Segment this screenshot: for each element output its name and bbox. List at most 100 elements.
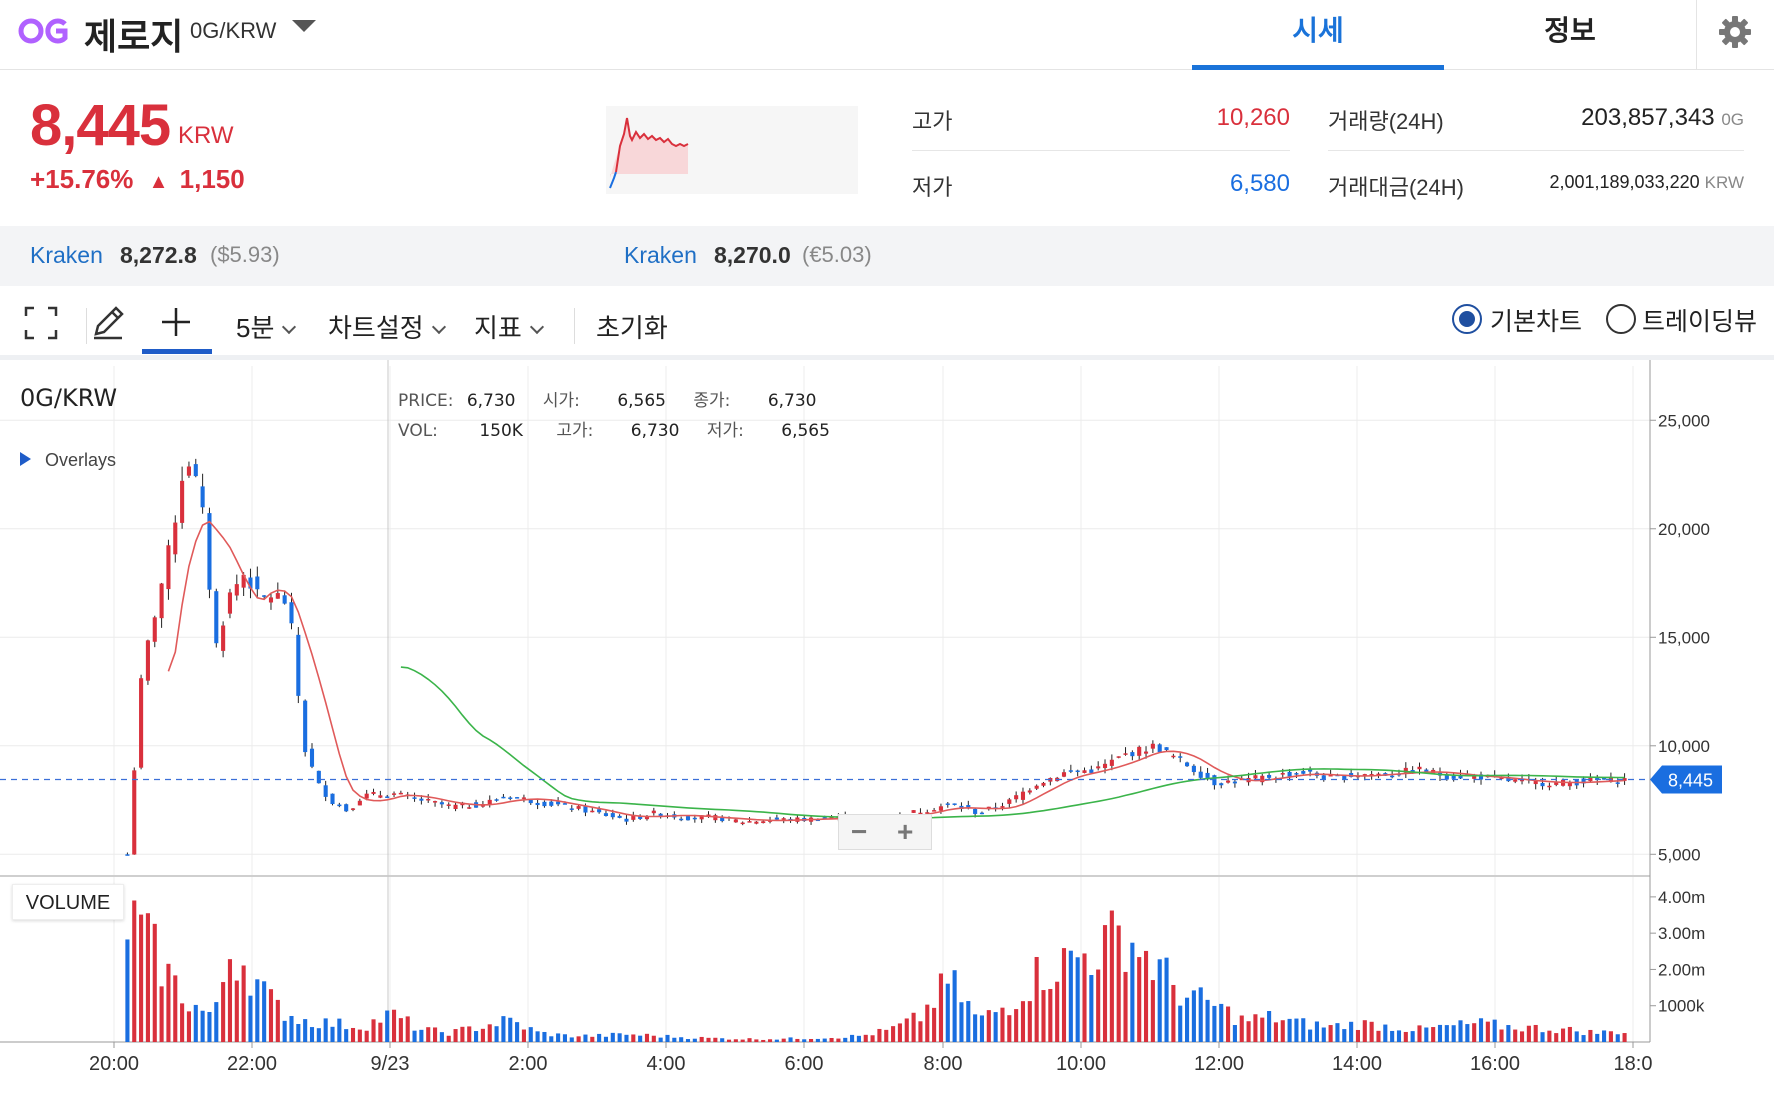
volume-bar — [856, 1035, 861, 1042]
tab-info[interactable]: 정보 — [1544, 15, 1596, 46]
legend-high-label: 고가: — [556, 421, 594, 441]
stat-divider — [1328, 150, 1744, 151]
high-value: 10,260 — [1216, 104, 1290, 131]
chart-settings-dropdown[interactable]: 차트설정 — [328, 308, 446, 345]
volume-bar — [1294, 1018, 1299, 1042]
candle-body — [1458, 775, 1463, 779]
indicators-dropdown[interactable]: 지표 — [474, 308, 544, 345]
volume-bar — [740, 1039, 745, 1042]
volume-unit: 0G — [1721, 110, 1744, 129]
reset-button[interactable]: 초기화 — [596, 313, 668, 343]
volume-bar — [672, 1037, 677, 1042]
time-axis-tick-label: 16:00 — [1470, 1053, 1520, 1075]
candle-body — [1472, 775, 1477, 779]
radio-basic-chart[interactable] — [1452, 304, 1482, 334]
volume-bar — [638, 1035, 643, 1042]
tab-quote[interactable]: 시세 — [1192, 0, 1444, 70]
radio-tradingview-label[interactable]: 트레이딩뷰 — [1642, 308, 1758, 336]
volume-bar — [337, 1018, 342, 1042]
volume-bar — [282, 1020, 287, 1042]
candle-body — [1034, 785, 1039, 789]
volume-bar — [371, 1019, 376, 1042]
coin-name: 제로지 — [84, 16, 184, 57]
volume-24h-value: 203,857,343 — [1581, 104, 1715, 131]
price-axis-tick-label: 20,000 — [1658, 520, 1710, 539]
volume-bar — [1027, 1001, 1032, 1042]
price-chart[interactable]: 25,000 20,000 15,000 10,000 5,000 4.00m 3.00m 2… — [0, 360, 1774, 1098]
volume-bar — [904, 1018, 909, 1042]
candle-body — [658, 813, 663, 817]
volume-bar — [1226, 1006, 1231, 1042]
volume-bar — [1301, 1018, 1306, 1042]
radio-tradingview[interactable] — [1606, 304, 1636, 334]
candle-body — [173, 522, 178, 555]
volume-bar — [193, 1004, 198, 1042]
volume-bar — [255, 979, 260, 1042]
candlestick-series — [125, 458, 1627, 856]
volume-bar — [685, 1039, 691, 1042]
interval-dropdown[interactable]: 5분 — [236, 308, 297, 345]
volume-bar — [1116, 925, 1121, 1042]
candle-body — [685, 816, 691, 821]
coin-select-dropdown-icon[interactable] — [292, 20, 316, 32]
candle-body — [911, 810, 916, 813]
volume-bar — [583, 1034, 588, 1042]
volume-bar — [1342, 1029, 1347, 1042]
volume-bar — [364, 1030, 369, 1042]
volume-bar — [911, 1012, 916, 1042]
candle-body — [1342, 775, 1347, 780]
zoom-in-button[interactable]: + — [897, 816, 914, 847]
candle-body — [603, 813, 609, 816]
zoom-controls: − + — [838, 814, 932, 850]
volume-bar — [870, 1035, 875, 1042]
candle-body — [357, 800, 362, 806]
exchange-name-eur[interactable]: Kraken — [624, 242, 697, 268]
legend-price-value: 6,730 — [466, 391, 516, 411]
volume-bar — [446, 1035, 451, 1042]
volume-bar — [1123, 971, 1128, 1042]
legend-low-label: 저가: — [706, 421, 744, 441]
candle-body — [1424, 769, 1429, 773]
volume-bar — [1608, 1031, 1613, 1042]
candle-body — [583, 806, 588, 813]
volume-bar — [1089, 975, 1094, 1042]
candle-body — [1191, 765, 1196, 773]
volume-bar — [1465, 1024, 1470, 1042]
volume-bar — [357, 1029, 362, 1042]
volume-bar — [405, 1016, 410, 1042]
exchange-name-usd[interactable]: Kraken — [30, 242, 103, 268]
candle-body — [1301, 771, 1306, 774]
candle-body — [740, 822, 745, 825]
candle-body — [1096, 766, 1101, 769]
candle-body — [1212, 775, 1217, 786]
volume-bar — [979, 1015, 985, 1042]
candle-body — [1294, 773, 1299, 775]
volume-bar — [474, 1031, 479, 1042]
settings-button[interactable] — [1696, 0, 1774, 70]
volume-bar — [1048, 988, 1053, 1042]
radio-basic-chart-label[interactable]: 기본차트 — [1490, 308, 1583, 336]
volume-bar — [1061, 948, 1067, 1042]
chart-pair-label: 0G/KRW — [20, 384, 118, 412]
volume-bar — [350, 1027, 356, 1042]
volume-bar — [125, 939, 130, 1042]
pencil-draw-icon[interactable] — [90, 304, 126, 340]
fullscreen-icon[interactable] — [24, 306, 58, 340]
volume-bar — [863, 1034, 868, 1042]
zoom-out-button[interactable]: − — [851, 816, 868, 847]
volume-bar — [590, 1036, 595, 1042]
candle-body — [1499, 777, 1504, 780]
volume-bar — [1212, 1005, 1217, 1042]
overlays-toggle[interactable]: Overlays — [20, 450, 116, 471]
candle-body — [699, 815, 704, 820]
legend-high-value: 6,730 — [630, 421, 680, 441]
crosshair-tool-button[interactable] — [142, 286, 212, 354]
candle-body — [1362, 774, 1367, 777]
volume-bar — [795, 1038, 800, 1042]
candle-body — [1403, 767, 1408, 773]
volume-bar — [1287, 1018, 1292, 1042]
volume-bar — [1622, 1033, 1627, 1042]
volume-bar — [1376, 1030, 1381, 1042]
legend-open-label: 시가: — [542, 391, 580, 411]
time-axis-tick-label: 6:00 — [785, 1053, 824, 1075]
